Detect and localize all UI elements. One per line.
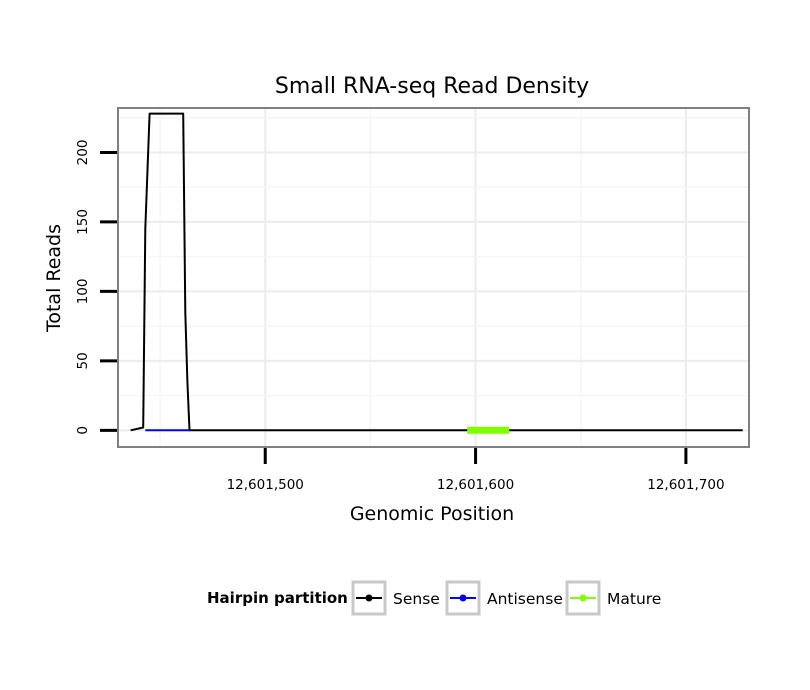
plot-border <box>117 107 750 448</box>
y-tick-label: 150 <box>75 209 91 235</box>
legend-key-dot <box>459 594 467 602</box>
grid-lines <box>118 108 749 447</box>
y-tick-label: 200 <box>75 140 91 166</box>
plot-background <box>118 108 749 447</box>
y-axis: 0 50 100 150 200 <box>75 140 117 435</box>
series-line-sense <box>130 112 743 432</box>
plot-panel <box>117 107 750 448</box>
y-tick-label: 100 <box>75 279 91 305</box>
legend-label-sense: Sense <box>393 590 440 608</box>
x-tick-label: 12,601,500 <box>227 477 304 493</box>
y-tick-label: 0 <box>75 426 91 435</box>
y-tick-label: 50 <box>75 352 91 369</box>
x-tick-label: 12,601,700 <box>647 477 724 493</box>
x-axis-label: Genomic Position <box>350 503 514 525</box>
legend-label-mature: Mature <box>607 590 661 608</box>
x-axis: 12,601,500 12,601,600 12,601,700 <box>227 448 725 493</box>
legend: Hairpin partition Sense Antisense Mature <box>207 580 661 616</box>
legend-key-dot <box>365 594 373 602</box>
legend-title: Hairpin partition <box>207 589 348 607</box>
y-axis-label: Total Reads <box>43 224 65 333</box>
series-lines <box>130 112 743 434</box>
legend-key-dot <box>579 594 587 602</box>
legend-label-antisense: Antisense <box>487 590 563 608</box>
chart-title: Small RNA-seq Read Density <box>275 74 589 99</box>
x-tick-label: 12,601,600 <box>437 477 514 493</box>
